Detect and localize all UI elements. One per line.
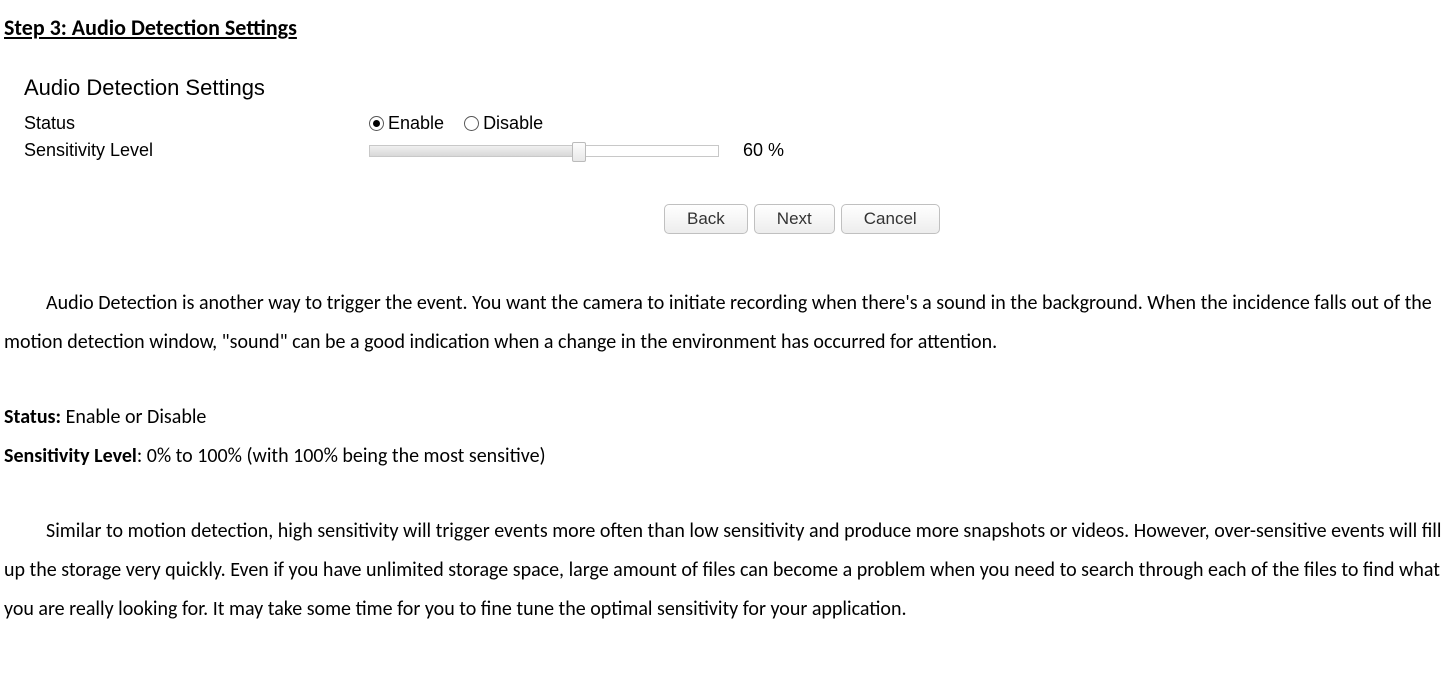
slider-thumb[interactable]	[572, 142, 586, 162]
disable-radio-label: Disable	[483, 111, 543, 136]
status-row: Status Enable Disable	[24, 111, 1445, 136]
sens-val: : 0% to 100% (with 100% being the most s…	[137, 444, 546, 468]
wizard-button-row: Back Next Cancel	[664, 204, 1445, 234]
cancel-button[interactable]: Cancel	[841, 204, 940, 234]
next-button[interactable]: Next	[754, 204, 835, 234]
description-para1: Audio Detection is another way to trigge…	[4, 284, 1445, 362]
audio-detection-settings-panel: Audio Detection Settings Status Enable D…	[24, 68, 1445, 234]
enable-radio-label: Enable	[388, 111, 444, 136]
status-val: Enable or Disable	[61, 405, 206, 429]
back-button[interactable]: Back	[664, 204, 748, 234]
sens-key: Sensitivity Level	[4, 444, 137, 468]
status-description: Status: Enable or Disable	[4, 398, 1445, 437]
disable-radio[interactable]: Disable	[464, 111, 543, 136]
slider-fill	[370, 146, 579, 156]
sensitivity-value: 60 %	[743, 138, 784, 163]
radio-icon	[369, 116, 384, 131]
status-label: Status	[24, 111, 369, 136]
panel-title: Audio Detection Settings	[24, 68, 1445, 108]
sensitivity-row: Sensitivity Level 60 %	[24, 138, 1445, 163]
step-heading: Step 3: Audio Detection Settings	[4, 8, 1445, 48]
description-body: Audio Detection is another way to trigge…	[4, 284, 1445, 629]
radio-icon	[464, 116, 479, 131]
sensitivity-label: Sensitivity Level	[24, 138, 369, 163]
sensitivity-description: Sensitivity Level: 0% to 100% (with 100%…	[4, 437, 1445, 476]
status-radio-group: Enable Disable	[369, 111, 543, 136]
description-para2: Similar to motion detection, high sensit…	[4, 512, 1445, 629]
status-key: Status:	[4, 405, 61, 429]
sensitivity-slider-wrap: 60 %	[369, 138, 784, 163]
sensitivity-slider[interactable]	[369, 145, 719, 157]
enable-radio[interactable]: Enable	[369, 111, 444, 136]
